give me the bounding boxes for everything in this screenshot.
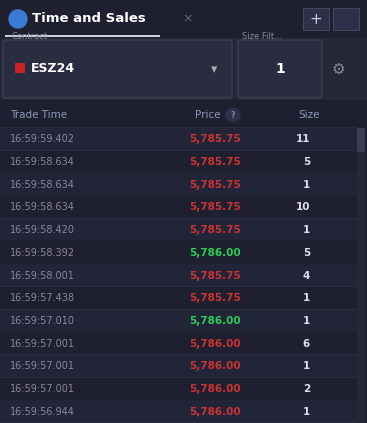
Bar (0, 264, 357, 287)
Text: 5,786.00: 5,786.00 (189, 407, 241, 417)
Bar (0, 310, 357, 332)
Bar (0, 286, 357, 287)
Text: ▾: ▾ (211, 63, 217, 77)
Text: +: + (310, 11, 322, 27)
Bar (0, 102, 367, 128)
Text: ?: ? (231, 110, 235, 120)
Text: 5,786.00: 5,786.00 (189, 361, 241, 371)
Text: ⚙: ⚙ (331, 61, 345, 77)
Text: 16:59:58.634: 16:59:58.634 (10, 157, 75, 167)
Text: Size Filt...: Size Filt... (242, 32, 282, 41)
Bar (0, 219, 357, 242)
Bar (0, 150, 357, 151)
Bar (0, 0, 367, 38)
Bar (0, 128, 357, 151)
Text: 4: 4 (303, 270, 310, 280)
Text: Time and Sales: Time and Sales (32, 13, 146, 25)
Text: 5,785.75: 5,785.75 (189, 270, 241, 280)
Bar (0, 354, 357, 355)
Text: 1: 1 (275, 62, 285, 76)
Text: 5,785.75: 5,785.75 (189, 203, 241, 212)
Text: Contract: Contract (12, 32, 48, 41)
Text: ×: × (182, 13, 193, 25)
Text: 6: 6 (303, 338, 310, 349)
Text: 1: 1 (303, 293, 310, 303)
Bar (357, 128, 365, 151)
Text: 16:59:58.634: 16:59:58.634 (10, 203, 75, 212)
Text: 10: 10 (295, 203, 310, 212)
Bar (0, 332, 357, 355)
Text: 5,786.00: 5,786.00 (189, 316, 241, 326)
Bar (0, 241, 357, 242)
Text: 1: 1 (303, 407, 310, 417)
Bar (357, 128, 365, 423)
Text: 5,785.75: 5,785.75 (189, 157, 241, 167)
Circle shape (9, 10, 27, 28)
Text: 5,785.75: 5,785.75 (189, 135, 241, 144)
Text: 16:59:58.001: 16:59:58.001 (10, 270, 75, 280)
Bar (0, 195, 357, 196)
Text: 1: 1 (303, 180, 310, 190)
Text: ESZ24: ESZ24 (31, 63, 75, 75)
Bar (15, 63, 25, 73)
Bar (0, 218, 357, 219)
Text: 16:59:56.944: 16:59:56.944 (10, 407, 75, 417)
Bar (0, 151, 357, 173)
Text: 11: 11 (295, 135, 310, 144)
Text: Trade Time: Trade Time (10, 110, 67, 120)
Text: 1: 1 (303, 361, 310, 371)
Circle shape (226, 108, 240, 122)
Text: Size: Size (298, 110, 320, 120)
Bar (0, 38, 367, 100)
Bar (0, 127, 357, 128)
Bar (0, 173, 357, 196)
Text: 5: 5 (303, 157, 310, 167)
Bar (0, 309, 357, 310)
Bar (0, 400, 357, 423)
Text: 16:59:59.402: 16:59:59.402 (10, 135, 75, 144)
Text: 5: 5 (303, 248, 310, 258)
Text: 5,785.75: 5,785.75 (189, 180, 241, 190)
Bar (0, 128, 367, 423)
Bar (333, 8, 359, 30)
Bar (5, 35, 160, 38)
Text: 16:59:57.438: 16:59:57.438 (10, 293, 75, 303)
Text: 5,786.00: 5,786.00 (189, 384, 241, 394)
Text: 16:59:57.001: 16:59:57.001 (10, 384, 75, 394)
Text: Price: Price (195, 110, 221, 120)
Bar (0, 242, 357, 264)
Bar (0, 377, 357, 378)
Bar (0, 355, 357, 378)
Text: 5,786.00: 5,786.00 (189, 338, 241, 349)
Text: 5,786.00: 5,786.00 (189, 248, 241, 258)
Bar (0, 287, 357, 310)
Text: 1: 1 (303, 316, 310, 326)
Bar (0, 378, 357, 400)
FancyBboxPatch shape (238, 40, 322, 98)
Text: 1: 1 (303, 225, 310, 235)
Bar (303, 8, 329, 30)
Text: 16:59:58.420: 16:59:58.420 (10, 225, 75, 235)
Text: 5,785.75: 5,785.75 (189, 225, 241, 235)
Text: 16:59:57.001: 16:59:57.001 (10, 338, 75, 349)
FancyBboxPatch shape (3, 40, 232, 98)
Text: 16:59:58.634: 16:59:58.634 (10, 180, 75, 190)
Text: 16:59:57.001: 16:59:57.001 (10, 361, 75, 371)
Text: 16:59:58.392: 16:59:58.392 (10, 248, 75, 258)
Text: 2: 2 (303, 384, 310, 394)
Text: 5,785.75: 5,785.75 (189, 293, 241, 303)
Text: 16:59:57.010: 16:59:57.010 (10, 316, 75, 326)
Bar (0, 196, 357, 219)
